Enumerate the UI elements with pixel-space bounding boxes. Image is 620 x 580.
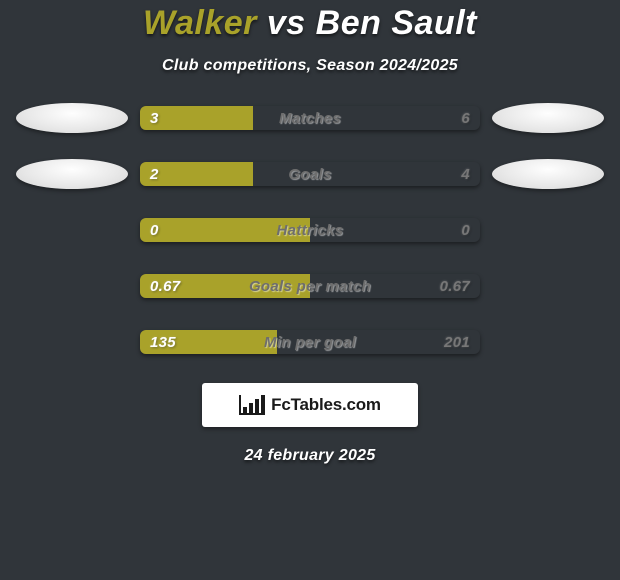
vs-label: vs [267, 4, 306, 42]
stat-bar-min-per-goal: 135 Min per goal 201 [140, 330, 480, 354]
stat-left-value: 0 [150, 218, 159, 242]
stat-row: 2 Goals 4 [0, 159, 620, 189]
stat-row: 0.67 Goals per match 0.67 [0, 271, 620, 301]
player2-avatar [492, 159, 604, 189]
stat-left-value: 135 [150, 330, 176, 354]
brand-badge[interactable]: FcTables.com [202, 383, 418, 427]
stat-right-value: 0.67 [440, 274, 470, 298]
player1-avatar [16, 159, 128, 189]
player1-name: Walker [143, 4, 257, 42]
bar-chart-icon [239, 395, 265, 415]
stat-right-value: 6 [461, 106, 470, 130]
player2-name: Ben Sault [316, 4, 477, 42]
stat-left-value: 3 [150, 106, 159, 130]
bar-fill-left [140, 218, 310, 242]
stat-row: 0 Hattricks 0 [0, 215, 620, 245]
stat-bar-hattricks: 0 Hattricks 0 [140, 218, 480, 242]
stat-row: 135 Min per goal 201 [0, 327, 620, 357]
player1-avatar [16, 103, 128, 133]
stat-left-value: 2 [150, 162, 159, 186]
brand-text: FcTables.com [271, 395, 381, 415]
footer-date: 24 february 2025 [0, 447, 620, 465]
stat-bar-goals-per-match: 0.67 Goals per match 0.67 [140, 274, 480, 298]
stat-row: 3 Matches 6 [0, 103, 620, 133]
stats-rows: 3 Matches 6 2 Goals 4 0 Hattri [0, 103, 620, 357]
subtitle: Club competitions, Season 2024/2025 [0, 57, 620, 75]
stat-bar-goals: 2 Goals 4 [140, 162, 480, 186]
page-title: Walker vs Ben Sault [0, 4, 620, 43]
stat-bar-matches: 3 Matches 6 [140, 106, 480, 130]
stats-comparison-card: Walker vs Ben Sault Club competitions, S… [0, 0, 620, 465]
player2-avatar [492, 103, 604, 133]
stat-right-value: 0 [461, 218, 470, 242]
stat-right-value: 4 [461, 162, 470, 186]
stat-right-value: 201 [444, 330, 470, 354]
stat-left-value: 0.67 [150, 274, 180, 298]
